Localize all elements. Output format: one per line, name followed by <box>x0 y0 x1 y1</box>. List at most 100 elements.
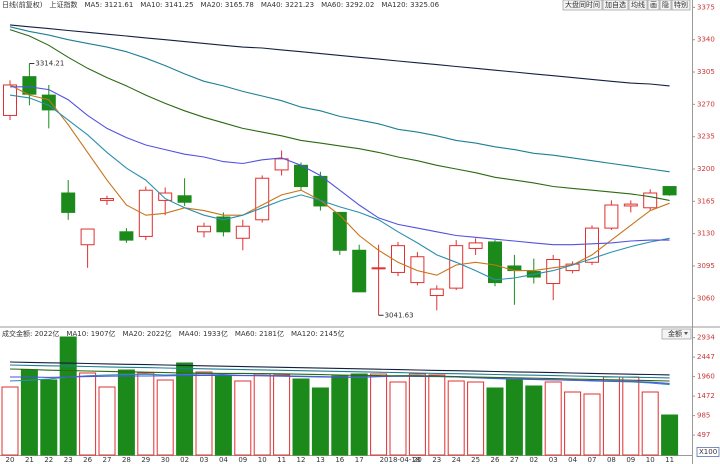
volume-bar <box>214 375 232 456</box>
y-tick-label: 3375 <box>697 3 715 11</box>
volume-bar <box>253 373 271 456</box>
dropdown-icon <box>684 332 688 335</box>
x-tick-label: 23 <box>432 456 441 464</box>
x-tick-label: 07 <box>588 456 597 464</box>
candle-body <box>604 204 619 229</box>
volume-bar <box>59 336 77 456</box>
legend-label: MA120: 2145亿 <box>291 329 345 338</box>
candle-body <box>80 228 95 246</box>
candle-body <box>468 242 483 249</box>
x-tick-label: 12 <box>297 456 306 464</box>
candle-body <box>41 94 56 111</box>
moving-average-line <box>9 94 670 281</box>
amount-selector-label[interactable]: 金额 <box>668 329 682 338</box>
x-tick-label: 27 <box>103 456 112 464</box>
y-tick-label: 2447 <box>697 353 715 361</box>
toolbar-button[interactable] <box>628 0 648 11</box>
x-tick-label: 13 <box>316 456 325 464</box>
candle-body <box>100 198 114 201</box>
legend-label: MA60: 3292.02 <box>321 1 374 9</box>
volume-bar <box>661 414 679 456</box>
x-tick-label: 30 <box>161 456 170 464</box>
x-tick-label: 27 <box>510 456 519 464</box>
toolbar-button-label[interactable]: 加自选 <box>605 0 626 9</box>
y-tick-label: 497 <box>697 431 710 439</box>
candle-body <box>177 195 192 203</box>
x-tick-label: 21 <box>25 456 34 464</box>
x-tick-label: 25 <box>471 456 480 464</box>
candle-body <box>449 245 464 289</box>
moving-average-line <box>9 24 670 87</box>
toolbar-button[interactable] <box>647 0 660 11</box>
candle-body <box>429 288 444 297</box>
y-tick-label: 3340 <box>697 36 715 44</box>
volume-bar <box>292 378 310 456</box>
volume-bar <box>408 373 426 456</box>
x-tick-label: 02 <box>180 456 189 464</box>
candle-body <box>332 211 347 251</box>
candle-body <box>119 231 134 241</box>
x-tick-label: 20 <box>6 456 15 464</box>
candle-body <box>158 192 173 201</box>
legend-label: MA20: 2022亿 <box>123 329 172 338</box>
x-tick-label: 11 <box>665 456 674 464</box>
x-tick-label: 17 <box>355 456 364 464</box>
volume-bar <box>602 376 620 456</box>
x-tick-label: 03 <box>200 456 209 464</box>
candle-body <box>410 256 425 284</box>
volume-bar <box>40 379 58 456</box>
moving-average-line <box>10 374 670 384</box>
volume-bar <box>195 371 213 456</box>
candle-body <box>235 225 250 239</box>
volume-bar <box>370 373 388 456</box>
volume-bar <box>79 372 97 456</box>
x-tick-label: 09 <box>626 456 635 464</box>
low-marker-label: 3041.63 <box>385 311 414 319</box>
candle-body <box>255 177 270 221</box>
x-tick-label: 22 <box>44 456 53 464</box>
moving-average-line <box>9 29 670 201</box>
volume-bar <box>273 374 291 456</box>
candle-body <box>294 164 308 188</box>
x-tick-label: 20 <box>413 456 422 464</box>
toolbar-button[interactable] <box>659 0 672 11</box>
amount-selector[interactable] <box>661 328 692 340</box>
toolbar-button-label[interactable]: 特别 <box>674 0 688 9</box>
moving-average-line <box>10 86 670 246</box>
toolbar-button-label[interactable]: 画 <box>650 1 657 9</box>
x-tick-label: 10 <box>258 456 267 464</box>
y-tick-label: 3305 <box>697 68 715 76</box>
toolbar-button[interactable] <box>671 0 691 11</box>
x-tick-label: 08 <box>607 456 616 464</box>
volume-bar <box>137 372 155 456</box>
legend-label: 日线(前复权) <box>2 0 43 9</box>
x-tick-label: 09 <box>238 456 247 464</box>
volume-bar <box>350 373 368 456</box>
y-tick-label: 2934 <box>697 334 715 342</box>
toolbar-button-label[interactable]: 大盘同时间 <box>565 0 600 9</box>
candle-body <box>623 203 638 207</box>
y-tick-label: 3200 <box>697 165 715 173</box>
y-tick-label: 3060 <box>697 294 715 302</box>
y-tick-label: 3235 <box>697 133 715 141</box>
legend-label: MA10: 1907亿 <box>66 329 115 338</box>
x-tick-label: 28 <box>122 456 131 464</box>
volume-bar <box>486 387 504 456</box>
volume-bar <box>98 386 116 456</box>
volume-bar <box>544 381 562 456</box>
legend-label: 上证指数 <box>49 0 77 9</box>
candle-body <box>216 216 231 233</box>
volume-bar <box>234 380 252 456</box>
toolbar-button[interactable] <box>602 0 629 11</box>
toolbar-button-label[interactable]: 隐 <box>662 0 669 9</box>
toolbar-button[interactable] <box>562 0 603 11</box>
toolbar-button-label[interactable]: 均线 <box>631 0 645 9</box>
candle-body <box>22 76 37 95</box>
x-tick-label: 10 <box>646 456 655 464</box>
volume-bar <box>1 386 19 456</box>
moving-average-line <box>9 26 670 173</box>
candle-body <box>662 186 677 196</box>
volume-bar <box>641 391 659 456</box>
